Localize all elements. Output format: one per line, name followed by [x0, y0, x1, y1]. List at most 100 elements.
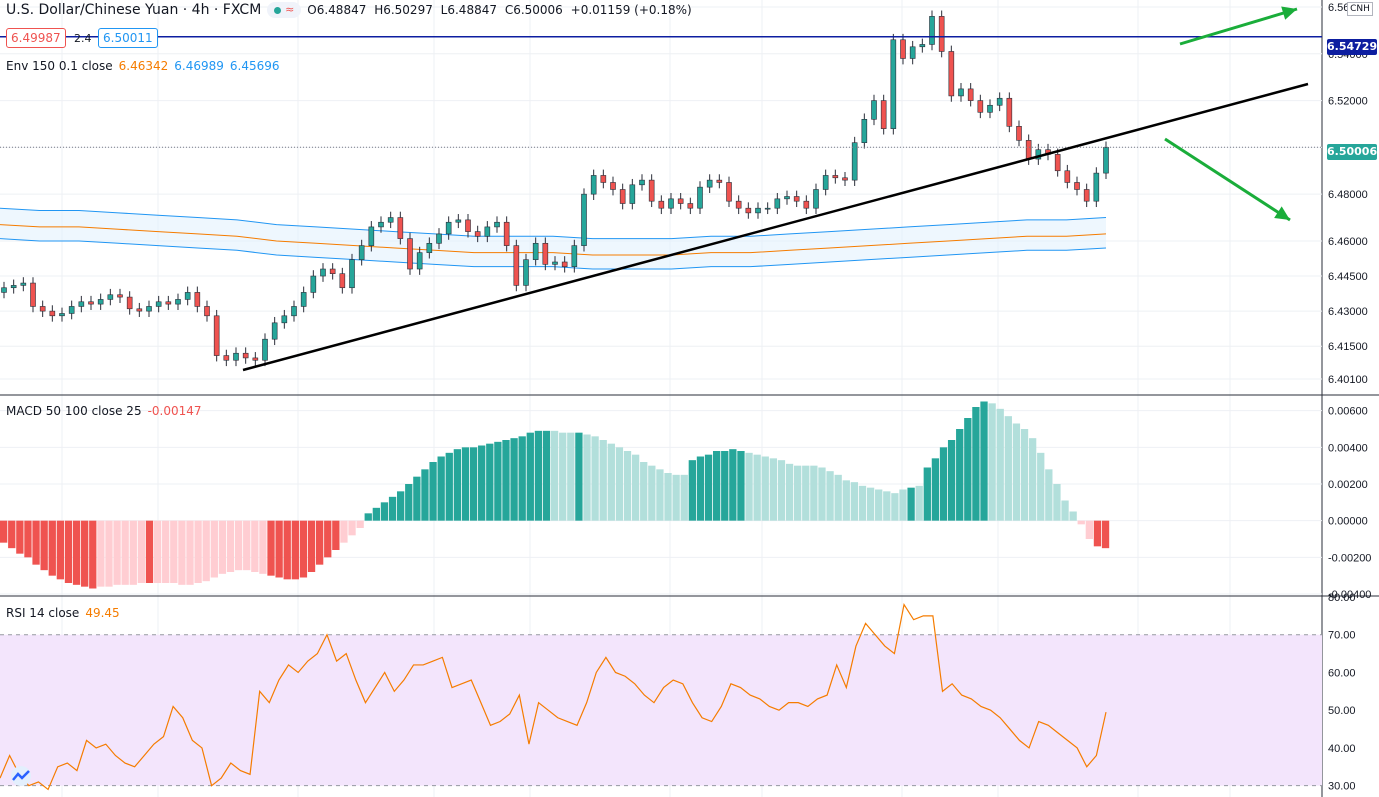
- price-tick-label: 6.46000: [1328, 236, 1368, 248]
- market-status-button[interactable]: ≈: [267, 2, 302, 18]
- candle-body: [610, 182, 616, 190]
- macd-bar: [445, 452, 453, 521]
- envelope-label: Env 150 0.1 close: [6, 59, 113, 73]
- macd-bar: [194, 520, 202, 583]
- macd-bar: [753, 454, 761, 521]
- macd-bar: [794, 465, 802, 521]
- rsi-tick-label: 60.00: [1328, 667, 1356, 679]
- candle-body: [958, 88, 964, 97]
- candle-body: [223, 355, 230, 361]
- macd-bar: [283, 520, 291, 580]
- macd-bar: [542, 430, 551, 521]
- macd-bar: [186, 520, 194, 585]
- macd-label: MACD 50 100 close 25: [6, 404, 142, 418]
- macd-bar: [818, 467, 826, 521]
- candle-body: [445, 221, 452, 235]
- rsi-tick-label: 80.00: [1328, 592, 1356, 604]
- macd-bar: [745, 452, 753, 521]
- candle-body: [552, 261, 558, 265]
- macd-bar: [729, 449, 737, 521]
- macd-bar: [688, 460, 696, 521]
- candle-body: [1083, 189, 1090, 202]
- envelope-mid-value: 6.46342: [118, 59, 169, 73]
- candle-body: [1016, 126, 1022, 141]
- tradingview-logo-icon[interactable]: [8, 766, 34, 786]
- macd-bar: [210, 520, 218, 578]
- candle-body: [735, 200, 742, 209]
- candle-body: [813, 189, 819, 209]
- macd-bar: [137, 520, 146, 583]
- macd-bar: [858, 485, 867, 521]
- ohlc-values: O6.48847 H6.50297 L6.48847 C6.50006 +0.0…: [307, 2, 695, 18]
- wave-icon: ≈: [285, 3, 295, 16]
- envelope-upper-value: 6.46989: [174, 59, 224, 73]
- sell-price-box[interactable]: 6.49987: [6, 28, 66, 48]
- candle-body: [474, 231, 481, 237]
- macd-bar: [397, 491, 405, 521]
- candle-body: [871, 100, 877, 120]
- macd-bar: [737, 451, 745, 521]
- candle-body: [503, 221, 510, 246]
- macd-bar: [113, 520, 121, 585]
- rsi-band: [0, 634, 1322, 786]
- macd-bar: [461, 447, 470, 521]
- candle-body: [233, 352, 239, 361]
- candle-body: [648, 179, 655, 202]
- macd-bar: [1012, 423, 1021, 521]
- macd-bar: [923, 467, 931, 521]
- candle-body: [784, 196, 790, 200]
- spread-value: 2.4: [74, 32, 92, 45]
- arrow-up-head: [1281, 6, 1297, 20]
- macd-bar: [129, 520, 137, 585]
- macd-bar: [680, 474, 688, 521]
- candle-body: [900, 39, 906, 59]
- macd-bar: [672, 474, 680, 521]
- candle-body: [39, 306, 46, 312]
- candle-body: [581, 193, 587, 246]
- macd-bar: [583, 434, 591, 521]
- macd-bar: [956, 429, 964, 521]
- candle-body: [706, 179, 713, 188]
- macd-bar: [696, 456, 705, 521]
- macd-bar: [259, 520, 267, 574]
- candle-body: [494, 221, 500, 228]
- macd-bar: [1045, 469, 1053, 521]
- envelope-legend: Env 150 0.1 close 6.46342 6.46989 6.4569…: [6, 58, 280, 74]
- price-tick-label: 6.44500: [1328, 271, 1368, 283]
- candle-body: [909, 46, 916, 59]
- candle-body: [204, 306, 210, 317]
- macd-bar: [704, 454, 713, 521]
- currency-badge[interactable]: CNH: [1347, 2, 1373, 16]
- macd-bar: [631, 454, 640, 521]
- candle-body: [117, 294, 123, 298]
- candle-body: [851, 142, 858, 181]
- last-price-tag: 6.50006: [1327, 144, 1378, 160]
- rsi-tick-label: 40.00: [1328, 743, 1356, 755]
- buy-price-box[interactable]: 6.50011: [98, 28, 158, 48]
- candle-body: [387, 217, 394, 223]
- macd-bar: [24, 520, 32, 558]
- candle-body: [996, 97, 1003, 106]
- price-tick-label: 6.52000: [1328, 96, 1368, 108]
- macd-bar: [275, 520, 283, 578]
- close-value: C6.50006: [504, 3, 563, 17]
- macd-bar: [307, 520, 316, 572]
- macd-bar: [1053, 484, 1061, 521]
- arrow-down-head: [1274, 206, 1290, 220]
- macd-bar: [56, 520, 65, 580]
- price-tick-label: 6.40100: [1328, 374, 1368, 386]
- macd-bar: [1101, 520, 1110, 549]
- candle-body: [155, 301, 162, 307]
- candle-body: [677, 198, 684, 204]
- macd-bar: [291, 520, 299, 580]
- candle-body: [793, 196, 800, 202]
- macd-bar: [567, 432, 575, 521]
- macd-bar: [267, 520, 275, 576]
- macd-bar: [810, 465, 818, 521]
- macd-bar: [72, 520, 81, 585]
- envelope-fill: [0, 208, 1106, 270]
- macd-bar: [599, 440, 607, 521]
- macd-bar: [0, 520, 8, 543]
- candle-body: [745, 207, 752, 214]
